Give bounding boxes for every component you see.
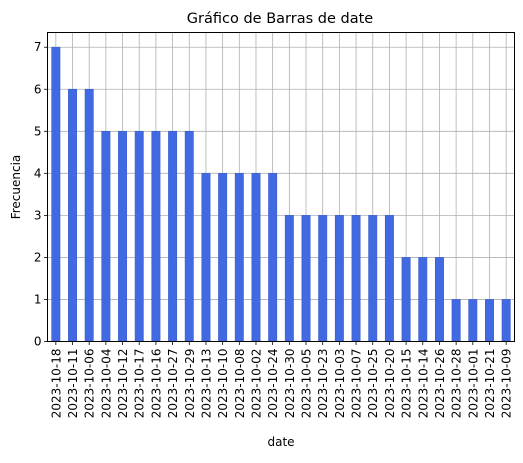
- x-tick-label: 2023-10-26: [433, 349, 447, 419]
- x-tick-label: 2023-10-02: [249, 349, 263, 419]
- bar-2023-10-26: [434, 257, 444, 342]
- x-tick-label: 2023-10-04: [99, 349, 113, 419]
- grid-lines: [47, 32, 515, 342]
- bar-2023-10-11: [68, 88, 77, 342]
- x-tick-label: 2023-10-15: [400, 349, 414, 419]
- x-tick-label: 2023-10-08: [233, 349, 247, 419]
- bar-2023-10-29: [184, 130, 194, 342]
- bars: [51, 46, 511, 342]
- bar-2023-10-21: [485, 299, 494, 342]
- bar-2023-10-25: [368, 215, 378, 342]
- bar-2023-10-18: [51, 46, 61, 342]
- x-tick-label: 2023-10-13: [199, 349, 213, 419]
- y-tick-label: 7: [34, 40, 42, 54]
- x-tick-label: 2023-10-06: [83, 349, 97, 419]
- y-axis-label: Frecuencia: [9, 155, 23, 220]
- bar-2023-10-24: [268, 173, 278, 342]
- x-tick-label: 2023-10-16: [149, 349, 163, 419]
- bar-2023-10-14: [418, 257, 428, 342]
- bar-2023-10-15: [401, 257, 411, 342]
- bar-2023-10-08: [234, 173, 244, 342]
- x-tick-label: 2023-10-01: [466, 349, 480, 419]
- x-tick-label: 2023-10-20: [383, 349, 397, 419]
- x-tick-label: 2023-10-30: [283, 349, 297, 419]
- x-tick-label: 2023-10-12: [116, 349, 130, 419]
- bar-2023-10-20: [384, 215, 394, 342]
- y-tick-label: 4: [34, 166, 42, 180]
- x-tick-label: 2023-10-14: [416, 349, 430, 419]
- x-tick-label: 2023-10-07: [350, 349, 364, 419]
- bar-2023-10-09: [501, 299, 511, 342]
- bar-2023-10-02: [251, 173, 261, 342]
- bar-2023-10-28: [451, 299, 461, 342]
- x-tick-label: 2023-10-23: [316, 349, 330, 419]
- bar-2023-10-10: [218, 173, 228, 342]
- x-tick-label: 2023-10-27: [166, 349, 180, 419]
- y-tick-label: 6: [34, 82, 42, 96]
- bar-2023-10-16: [151, 130, 161, 342]
- chart-title: Gráfico de Barras de date: [187, 11, 373, 27]
- x-tick-label: 2023-10-05: [300, 349, 314, 419]
- bar-2023-10-23: [318, 215, 328, 342]
- bar-2023-10-05: [301, 215, 311, 342]
- bar-2023-10-13: [201, 173, 211, 342]
- x-tick-label: 2023-10-03: [333, 349, 347, 419]
- bar-2023-10-06: [84, 88, 94, 342]
- x-tick-label: 2023-10-18: [49, 349, 63, 419]
- x-tick-label: 2023-10-10: [216, 349, 230, 419]
- bar-2023-10-30: [284, 215, 294, 342]
- x-tick-label: 2023-10-21: [483, 349, 497, 419]
- y-tick-label: 2: [34, 250, 42, 264]
- bar-2023-10-04: [101, 130, 111, 342]
- bar-2023-10-03: [334, 215, 344, 342]
- bar-2023-10-01: [468, 299, 478, 342]
- y-tick-label: 5: [34, 124, 42, 138]
- y-tick-label: 0: [34, 335, 42, 349]
- x-tick-label: 2023-10-29: [183, 349, 197, 419]
- x-tick-label: 2023-10-17: [133, 349, 147, 419]
- x-tick-label: 2023-10-09: [500, 349, 514, 419]
- x-tick-label: 2023-10-11: [66, 349, 80, 419]
- bar-2023-10-12: [118, 130, 128, 342]
- bar-2023-10-27: [168, 130, 178, 342]
- y-tick-label: 3: [34, 208, 42, 222]
- bar-2023-10-07: [351, 215, 361, 342]
- plot-frame: [47, 32, 515, 342]
- x-tick-label: 2023-10-24: [266, 349, 280, 419]
- bar-2023-10-17: [134, 130, 144, 342]
- x-tick-label: 2023-10-28: [450, 349, 464, 419]
- y-tick-label: 1: [34, 292, 42, 306]
- x-axis-ticks: 2023-10-18 2023-10-11 2023-10-06 2023-10-04…: [49, 341, 514, 419]
- x-axis-label: date: [267, 435, 294, 449]
- y-axis-ticks: 0 1 2 3 4 5 6 7: [34, 40, 48, 349]
- x-tick-label: 2023-10-25: [366, 349, 380, 419]
